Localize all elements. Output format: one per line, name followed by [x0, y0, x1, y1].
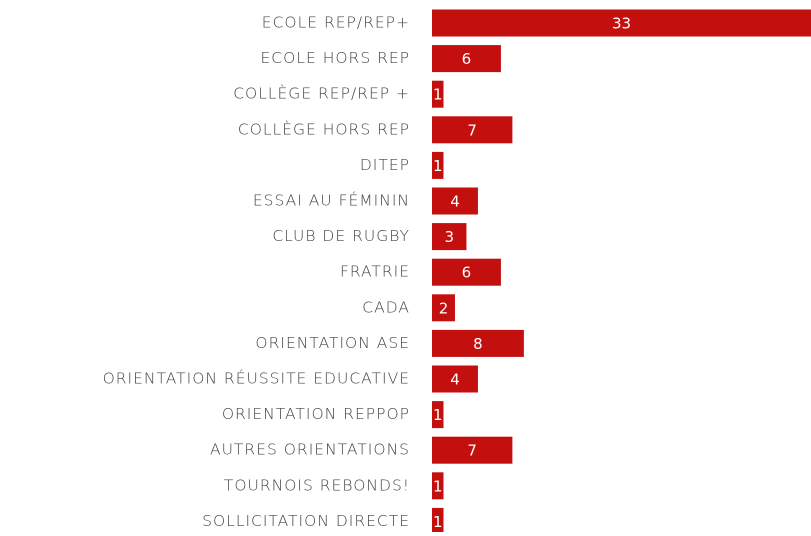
bar — [432, 151, 444, 179]
value-label: 8 — [473, 335, 483, 353]
value-label: 4 — [450, 371, 460, 389]
category-label: ESSAI AU FÉMININ — [253, 191, 410, 210]
bar — [432, 329, 524, 357]
bar — [432, 294, 455, 322]
value-label: 33 — [612, 15, 631, 33]
category-label: ECOLE REP/REP+ — [262, 14, 410, 32]
bar — [432, 365, 478, 393]
value-label: 3 — [444, 228, 454, 246]
value-label: 1 — [433, 513, 443, 531]
category-label: SOLLICITATION DIRECTE — [202, 512, 410, 530]
bar — [432, 45, 501, 73]
category-label: ECOLE HORS REP — [261, 49, 410, 67]
category-label: CADA — [362, 298, 410, 316]
value-label: 6 — [462, 264, 472, 282]
value-label: 7 — [467, 121, 477, 139]
bar — [432, 80, 444, 108]
value-label: 4 — [450, 193, 460, 211]
category-label: FRATRIE — [340, 263, 410, 281]
value-label: 1 — [433, 477, 443, 495]
bar — [432, 187, 478, 215]
value-label: 1 — [433, 86, 443, 104]
bar — [432, 472, 444, 500]
value-label: 1 — [433, 157, 443, 175]
value-label: 7 — [467, 442, 477, 460]
value-label: 2 — [439, 299, 449, 317]
value-label: 6 — [462, 50, 472, 68]
bar — [432, 223, 467, 251]
category-label: COLLÈGE REP/REP + — [233, 84, 410, 103]
category-label: CLUB DE RUGBY — [272, 227, 410, 245]
bar — [432, 436, 513, 464]
bar — [432, 9, 811, 37]
category-label: ORIENTATION RÉUSSITE EDUCATIVE — [103, 369, 410, 388]
category-label: AUTRES ORIENTATIONS — [210, 441, 410, 459]
category-label: DITEP — [360, 156, 410, 174]
value-label: 1 — [433, 406, 443, 424]
bar — [432, 507, 444, 535]
bar — [432, 258, 501, 286]
category-label: ORIENTATION REPPOP — [222, 405, 410, 423]
category-label: TOURNOIS REBONDS! — [224, 476, 410, 494]
bar — [432, 401, 444, 429]
bar — [432, 116, 513, 144]
category-label: COLLÈGE HORS REP — [238, 119, 410, 138]
category-label: ORIENTATION ASE — [255, 334, 410, 352]
